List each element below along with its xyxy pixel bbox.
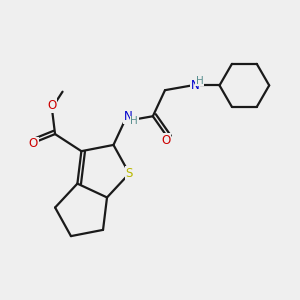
Text: H: H [196,76,204,86]
Text: O: O [47,99,56,112]
Text: N: N [123,110,132,123]
Text: N: N [191,79,200,92]
Text: O: O [161,134,170,147]
Text: O: O [29,137,38,150]
Text: S: S [126,167,133,180]
Text: H: H [130,116,138,126]
